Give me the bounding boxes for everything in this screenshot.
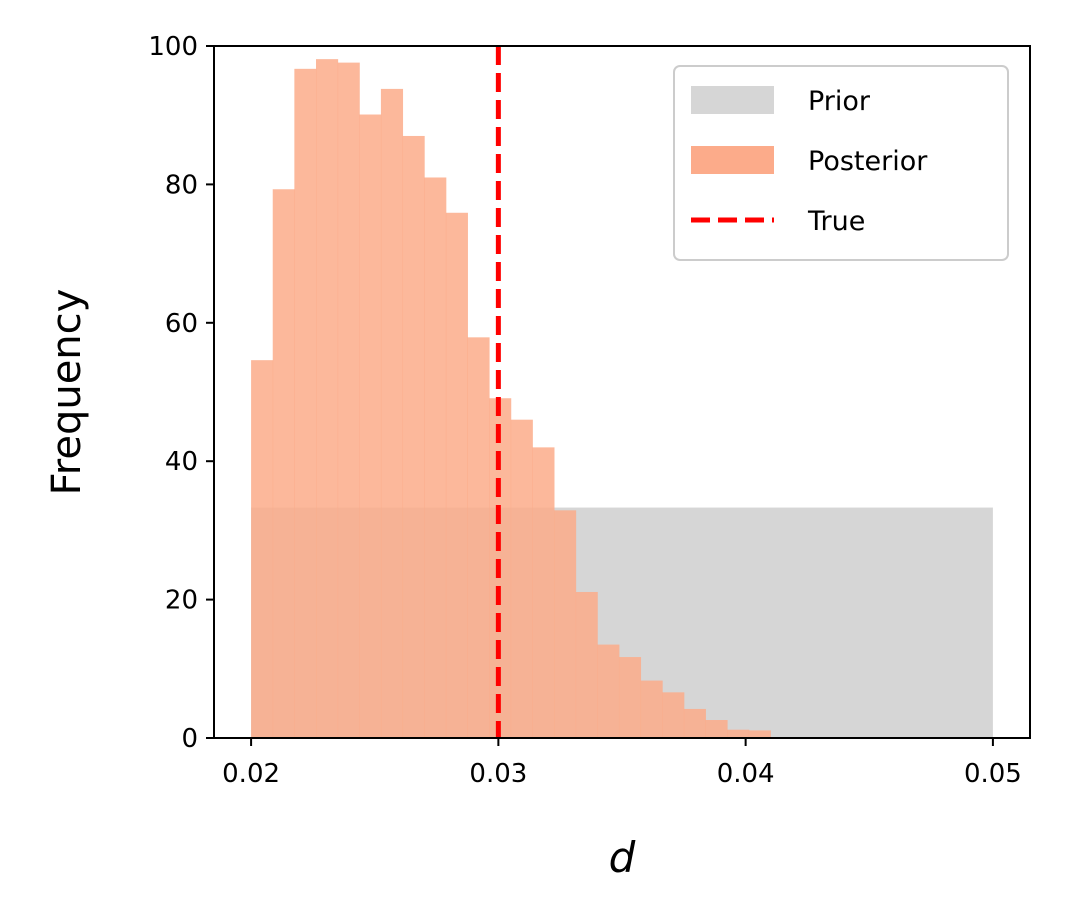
- x-axis-title: d: [609, 833, 636, 882]
- y-axis-title: Frequency: [44, 289, 90, 496]
- y-tick-label: 0: [181, 724, 198, 754]
- x-tick-label: 0.04: [717, 759, 775, 789]
- legend-label-true: True: [807, 206, 865, 237]
- legend-swatch-posterior: [691, 146, 774, 174]
- x-tick-label: 0.05: [964, 759, 1022, 789]
- legend-frame: [673, 65, 1009, 261]
- posterior-bar: [316, 59, 339, 738]
- y-tick-label: 20: [165, 586, 198, 616]
- posterior-bar: [748, 730, 771, 738]
- posterior-bar: [554, 510, 577, 738]
- y-tick-label: 60: [165, 309, 198, 339]
- legend-label-posterior: Posterior: [808, 146, 928, 177]
- x-tick-label: 0.02: [222, 759, 280, 789]
- posterior-bar: [251, 360, 274, 738]
- posterior-bar: [510, 419, 533, 738]
- legend-swatch-prior: [691, 86, 774, 114]
- bars-layer: [251, 59, 993, 739]
- posterior-bar: [272, 189, 295, 738]
- posterior-bar: [294, 68, 317, 738]
- posterior-bar: [359, 114, 382, 739]
- posterior-bar: [683, 708, 706, 738]
- posterior-bar: [337, 62, 360, 738]
- posterior-bar: [640, 680, 663, 738]
- posterior-bar: [445, 212, 468, 739]
- legend: Prior Posterior True: [673, 65, 1009, 261]
- posterior-bar: [424, 177, 447, 739]
- x-axis-ticks: 0.02 0.03 0.04 0.05: [222, 738, 1022, 789]
- plot-frame: [213, 45, 1031, 739]
- y-tick-label: 100: [148, 32, 198, 62]
- posterior-bar: [705, 720, 728, 738]
- y-tick-label: 40: [165, 447, 198, 477]
- legend-label-prior: Prior: [808, 86, 871, 117]
- posterior-bar: [662, 692, 685, 738]
- x-tick-label: 0.03: [469, 759, 527, 789]
- y-axis-ticks: 0 20 40 60 80 100: [148, 32, 214, 754]
- posterior-bar: [380, 88, 404, 739]
- posterior-bar: [597, 644, 620, 738]
- posterior-bar: [618, 657, 642, 738]
- posterior-bar: [467, 337, 490, 738]
- y-tick-label: 80: [165, 170, 198, 200]
- posterior-bar: [727, 729, 750, 738]
- posterior-bar: [532, 447, 555, 738]
- posterior-bar: [402, 135, 425, 738]
- posterior-bar: [575, 591, 598, 738]
